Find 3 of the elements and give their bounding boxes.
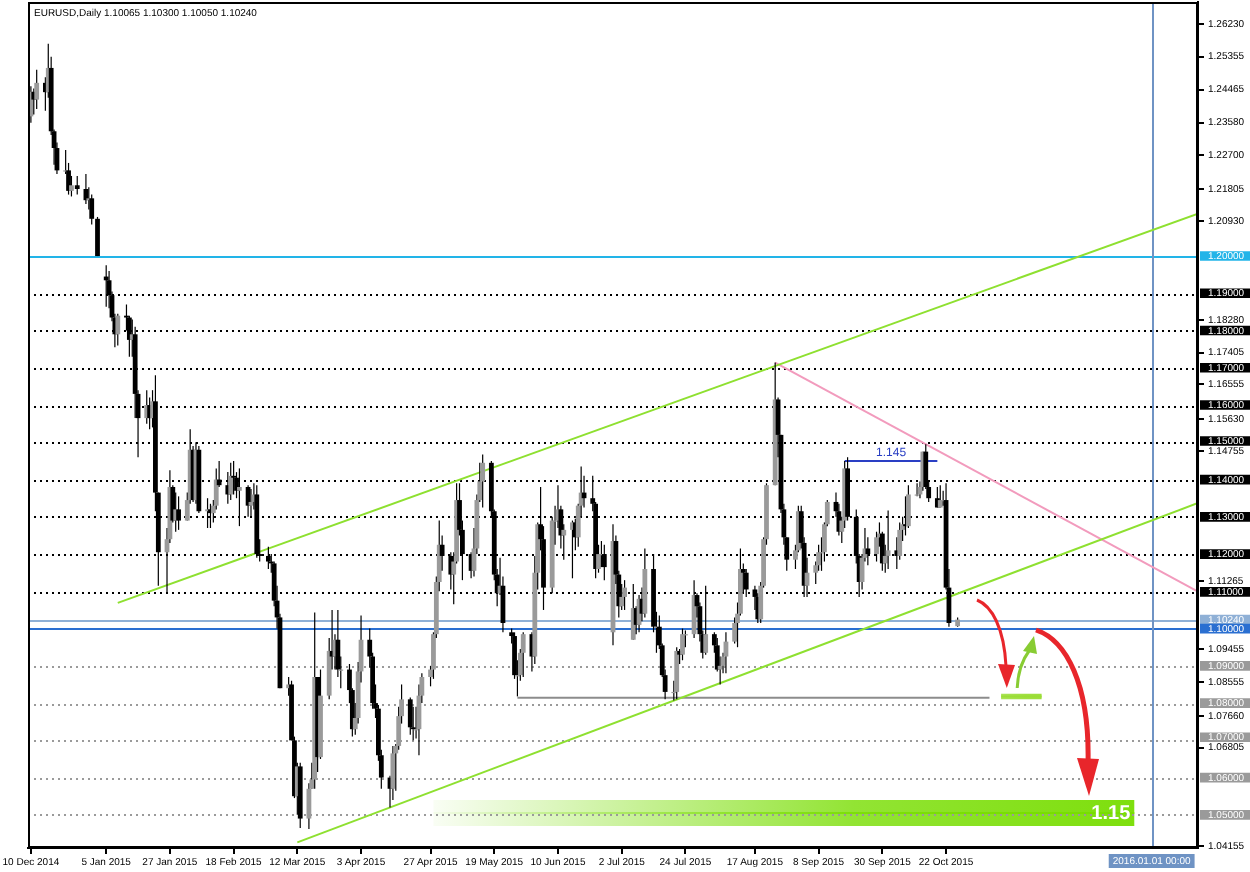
candlestick [407,696,413,736]
candlestick [74,175,80,196]
series-label: 1.15 [1091,803,1132,826]
